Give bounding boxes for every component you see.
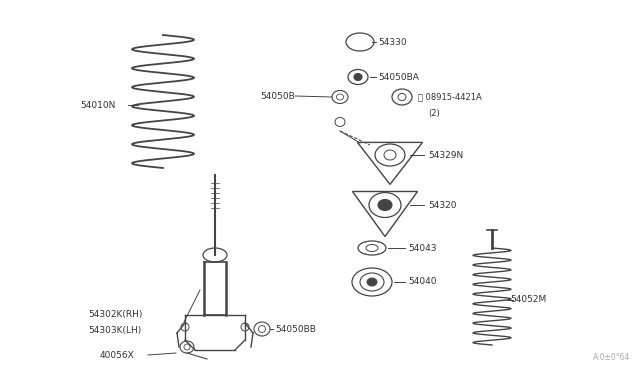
Text: 54040: 54040 [408, 278, 436, 286]
Text: A·0±0°64: A·0±0°64 [593, 353, 630, 362]
Text: 54052M: 54052M [510, 295, 547, 305]
Text: 54329N: 54329N [428, 151, 463, 160]
Ellipse shape [367, 278, 377, 286]
Text: 54330: 54330 [378, 38, 406, 46]
Ellipse shape [378, 199, 392, 211]
Text: 54302K(RH): 54302K(RH) [88, 311, 142, 320]
Text: 54320: 54320 [428, 201, 456, 209]
Text: 40056X: 40056X [100, 350, 135, 359]
Text: 54050BA: 54050BA [378, 73, 419, 81]
Text: (2): (2) [428, 109, 440, 118]
Text: 54050BB: 54050BB [275, 324, 316, 334]
Text: 54010N: 54010N [80, 100, 115, 109]
Text: 54043: 54043 [408, 244, 436, 253]
Ellipse shape [381, 202, 389, 208]
Ellipse shape [354, 74, 362, 80]
Text: 54303K(LH): 54303K(LH) [88, 326, 141, 334]
Text: Ⓜ 08915-4421A: Ⓜ 08915-4421A [418, 93, 482, 102]
Text: 54050B: 54050B [260, 92, 295, 100]
